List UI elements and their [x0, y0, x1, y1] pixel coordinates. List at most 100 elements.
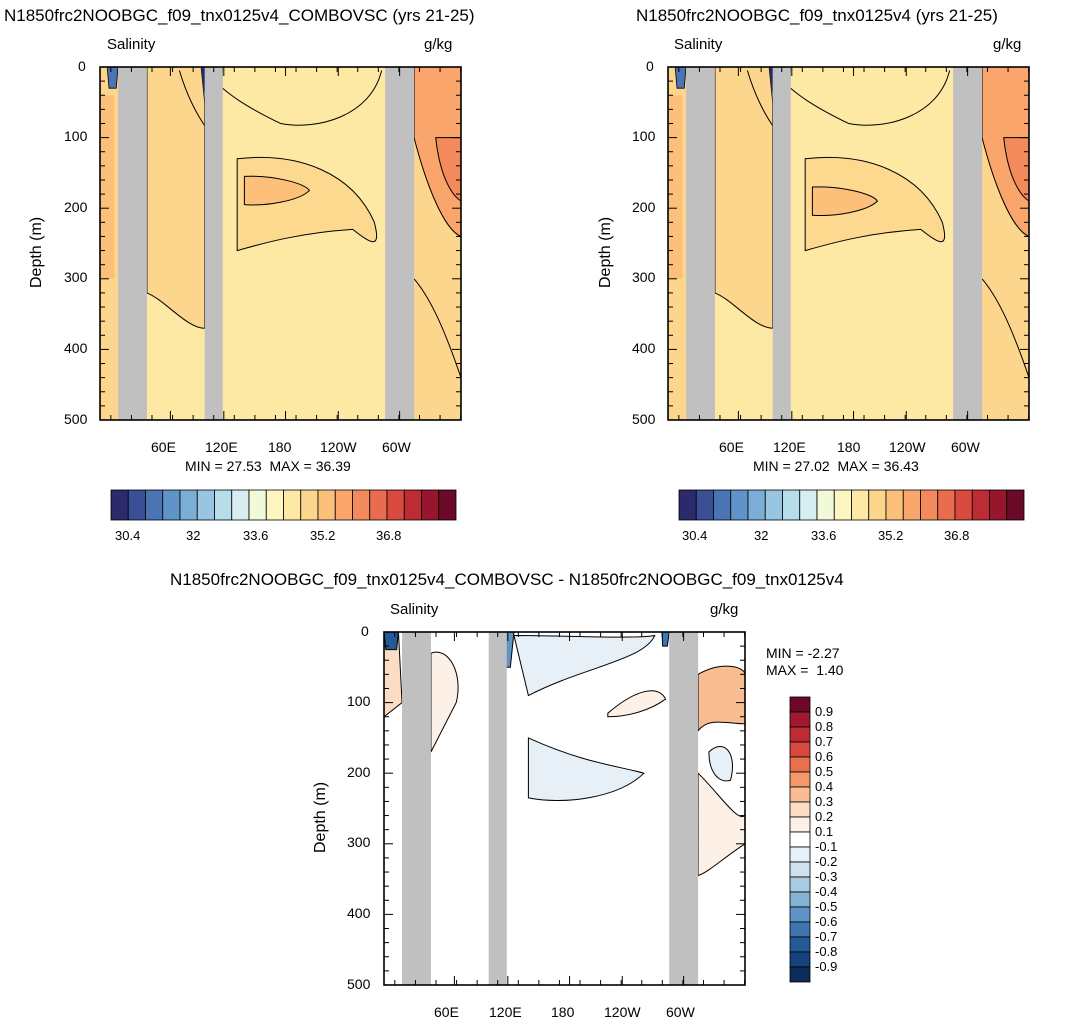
panel-1-cbar-label-36.8: 36.8	[376, 528, 402, 543]
panel-2-xtick-60E: 60E	[719, 439, 744, 455]
panel-3-land-mask-1	[488, 632, 507, 985]
panel-3-xtick-180: 180	[551, 1004, 575, 1020]
panel-2-atlantic-deep-contour	[981, 278, 1030, 378]
panel-3-surface-negative	[513, 634, 656, 697]
panel-1-cbar-label-33.6: 33.6	[243, 528, 269, 543]
panel-3-colorbar-cell-4	[789, 756, 811, 773]
panel-3-colorbar-cell-5	[789, 771, 811, 788]
panel-3-max-label: MAX =	[766, 662, 809, 678]
panel-3-cbar-label: -0.6	[815, 914, 838, 929]
panel-3-ytick-100: 100	[347, 693, 371, 709]
panel-3-colorbar	[789, 696, 811, 983]
panel-2-indian-contour	[714, 66, 774, 329]
panel-2-colorbar-cell-3	[730, 489, 749, 521]
panel-2-indian-fill	[714, 67, 773, 329]
panel-2-frame	[667, 66, 1030, 421]
panel-1-colorbar-cell-1	[127, 489, 146, 521]
panel-2-colorbar-cell-8	[816, 489, 835, 521]
panel-3-fresh-west	[383, 631, 399, 651]
panel-1-min-label: MIN =	[185, 458, 223, 474]
panel-2-y-axis-label: Depth (m)	[597, 216, 614, 288]
panel-2-colorbar-cell-4	[747, 489, 766, 521]
panel-1-colorbar-cell-17	[403, 489, 422, 521]
panel-2-west-core	[668, 95, 683, 279]
panel-2-colorbar-cell-1	[695, 489, 714, 521]
panel-3-frame	[383, 631, 746, 986]
panel-1-colorbar-cell-16	[386, 489, 405, 521]
panel-3-land-mask-2	[669, 632, 699, 985]
panel-3-cbar-label: -0.5	[815, 899, 838, 914]
panel-1-xtick-120E: 120E	[205, 439, 238, 455]
panel-2-ytick-0: 0	[646, 58, 654, 74]
panel-2-field	[668, 66, 1030, 420]
panel-2-units-label: g/kg	[993, 36, 1022, 53]
panel-2-pacific-tongue-top	[811, 186, 878, 216]
panel-1-xtick-60E: 60E	[151, 439, 176, 455]
panel-3-cbar-label: -0.8	[815, 944, 838, 959]
panel-1-y-axis-label: Depth (m)	[28, 216, 45, 288]
panel-2-colorbar-cell-17	[971, 489, 990, 521]
panel-2-axes	[667, 66, 1030, 421]
panel-3-atlantic-negative	[708, 746, 733, 782]
panel-3-colorbar-cell-17	[789, 951, 811, 968]
panel-3-cbar-label: 0.7	[815, 734, 834, 749]
panel-3-cbar-label: -0.3	[815, 869, 838, 884]
panel-1-variable-label: Salinity	[107, 36, 156, 53]
panel-2-colorbar-cell-12	[885, 489, 904, 521]
panel-2-max-value: 36.43	[883, 458, 919, 474]
panel-2-colorbar	[678, 489, 1025, 521]
panel-1-indian-contour	[146, 66, 206, 329]
panel-2-colorbar-cell-19	[1006, 489, 1025, 521]
panel-2-colorbar-cell-2	[713, 489, 732, 521]
panel-2-colorbar-cell-7	[799, 489, 818, 521]
panel-2-min-label: MIN =	[753, 458, 791, 474]
panel-2-min-value: 27.02	[794, 458, 830, 474]
panel-3-atlantic-positive	[697, 665, 746, 733]
panel-3-cbar-label: 0.6	[815, 749, 834, 764]
panel-3-colorbar-cell-3	[789, 741, 811, 758]
panel-1-min-max: MIN = 27.53 MAX = 36.39	[185, 458, 351, 474]
panel-1-colorbar-cell-6	[214, 489, 233, 521]
panel-1-units-label: g/kg	[424, 36, 453, 53]
panel-3-colorbar-cell-0	[789, 696, 811, 713]
panel-3-colorbar-cell-16	[789, 936, 811, 953]
panel-2-max-label: MAX =	[837, 458, 880, 474]
panel-1-colorbar-cell-4	[179, 489, 198, 521]
panel-3-field	[383, 631, 746, 985]
panel-2-pacific-band	[804, 156, 946, 252]
panel-1-ytick-200: 200	[64, 199, 88, 215]
panel-1-colorbar-cell-13	[334, 489, 353, 521]
panel-2-colorbar-cell-0	[678, 489, 697, 521]
panel-3-min-text: MIN = -2.27	[766, 645, 840, 661]
panel-1-frame	[99, 66, 462, 421]
panel-2-colorbar-cell-9	[833, 489, 852, 521]
panel-2-ytick-400: 400	[632, 340, 656, 356]
panel-1-cbar-label-30.4: 30.4	[115, 528, 141, 543]
panel-3-cbar-label: -0.7	[815, 929, 838, 944]
panel-3-colorbar-cell-1	[789, 711, 811, 728]
panel-1-field	[100, 66, 462, 420]
panel-3-units-label: g/kg	[710, 601, 739, 618]
panel-2-colorbar-cell-10	[851, 489, 870, 521]
panel-3-cbar-label: 0.1	[815, 824, 834, 839]
panel-3-title: N1850frc2NOOBGC_f09_tnx0125v4_COMBOVSC -…	[170, 570, 844, 589]
panel-2-colorbar-cell-18	[989, 489, 1008, 521]
panel-2-colorbar-cell-13	[902, 489, 921, 521]
panel-3-colorbar-cell-18	[789, 966, 811, 983]
panel-3-min-value: -2.27	[807, 645, 840, 661]
panel-3-ytick-500: 500	[347, 976, 371, 992]
panel-1-xtick-120W: 120W	[320, 439, 357, 455]
panel-3-land-mask-0	[402, 632, 431, 985]
panel-2-cbar-label-33.6: 33.6	[811, 528, 837, 543]
panel-3-cbar-label: 0.3	[815, 794, 834, 809]
panel-3-cbar-label: 0.8	[815, 719, 834, 734]
panel-2-cbar-label-36.8: 36.8	[944, 528, 970, 543]
panel-2-land-mask-1	[772, 67, 791, 420]
panel-3-colorbar-cell-12	[789, 876, 811, 893]
panel-3-colorbar-cell-14	[789, 906, 811, 923]
panel-3-colorbar-cell-8	[789, 816, 811, 833]
panel-1-cbar-label-32: 32	[186, 528, 201, 543]
panel-2-ytick-300: 300	[632, 269, 656, 285]
panel-3-pacific-positive	[607, 690, 667, 718]
panel-2-colorbar-cell-5	[764, 489, 783, 521]
